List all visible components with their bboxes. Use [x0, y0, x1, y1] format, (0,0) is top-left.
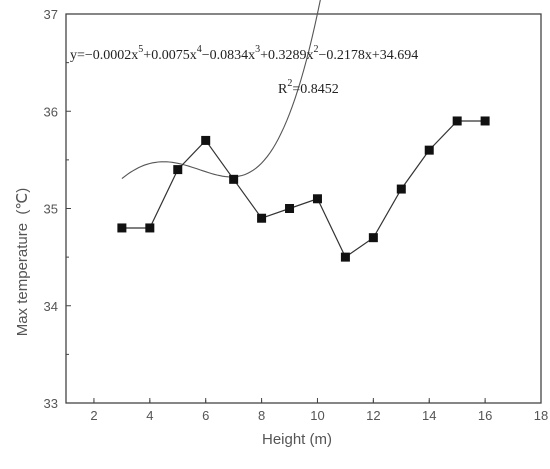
- y-tick-label: 33: [44, 396, 58, 411]
- data-point: [229, 174, 239, 184]
- data-point: [117, 223, 127, 233]
- y-axis: 33 34 35 36 37: [44, 7, 71, 411]
- data-line: [121, 120, 486, 258]
- data-point: [424, 145, 434, 155]
- data-markers: [117, 116, 490, 262]
- x-tick-label: 4: [146, 408, 153, 423]
- x-tick-label: 6: [202, 408, 209, 423]
- y-tick-label: 37: [44, 7, 58, 22]
- x-tick-label: 12: [366, 408, 380, 423]
- y-tick-label: 34: [44, 299, 58, 314]
- y-tick-label: 36: [44, 104, 58, 119]
- data-point: [145, 223, 155, 233]
- data-point: [312, 194, 322, 204]
- x-tick-label: 14: [422, 408, 436, 423]
- x-axis: 2 4 6 8 10 12 14 16 18: [90, 398, 548, 423]
- y-tick-label: 35: [44, 202, 58, 217]
- x-tick-label: 8: [258, 408, 265, 423]
- data-point: [173, 165, 183, 175]
- data-point: [368, 233, 378, 243]
- data-point: [480, 116, 490, 126]
- data-point: [340, 252, 350, 262]
- r-squared: R2=0.8452: [278, 78, 339, 97]
- fit-equation: y=−0.0002x5+0.0075x4−0.0834x3+0.3289x2−0…: [70, 44, 418, 63]
- x-tick-label: 18: [534, 408, 548, 423]
- y-axis-title: Max temperature (℃): [14, 188, 31, 337]
- data-point: [285, 204, 295, 213]
- data-point: [201, 135, 211, 145]
- x-tick-label: 10: [310, 408, 324, 423]
- data-point: [257, 213, 267, 223]
- x-tick-label: 16: [478, 408, 492, 423]
- x-tick-label: 2: [90, 408, 97, 423]
- x-axis-title: Height (m): [262, 431, 332, 448]
- data-point: [452, 116, 462, 126]
- data-point: [396, 184, 406, 194]
